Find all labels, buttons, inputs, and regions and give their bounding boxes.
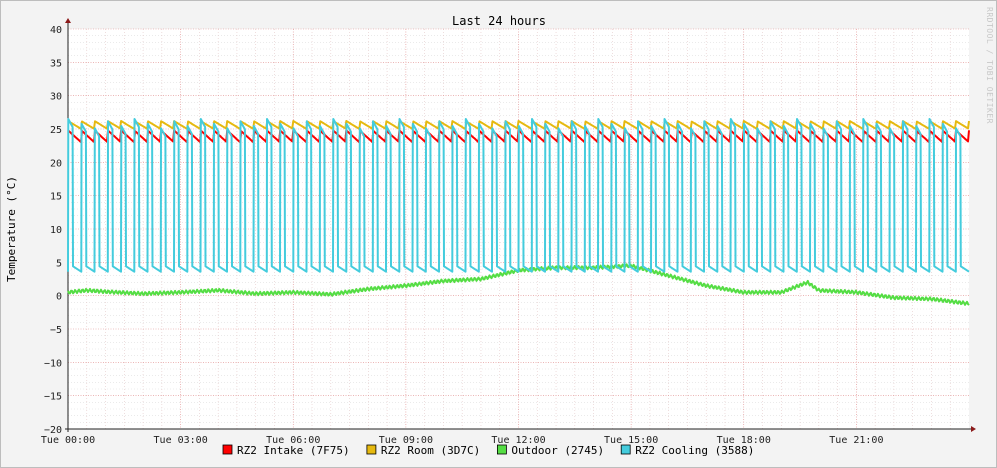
series-line-rz2-cooling-3588 [67,118,970,273]
x-tick-label: Tue 00:00 [41,435,95,446]
x-axis-arrow [971,426,976,432]
y-axis-arrow [65,18,71,23]
y-tick-label: 40 [50,25,62,36]
x-tick-label: Tue 15:00 [604,435,658,446]
x-tick-label: Tue 18:00 [717,435,771,446]
y-tick-label: 10 [50,225,62,236]
legend: RZ2 Intake (7F75) RZ2 Room (3D7C) Outdoor … [222,444,754,457]
x-tick-label: Tue 12:00 [491,435,545,446]
y-tick-label: 30 [50,92,62,103]
legend-swatch [620,444,631,455]
x-tick-label: Tue 03:00 [154,435,208,446]
y-tick-label: 20 [50,158,62,169]
y-tick-label: 15 [50,192,62,203]
y-tick-label: −5 [50,325,62,336]
y-axis-label: Temperature (°C) [5,176,18,282]
legend-label: RZ2 Room (3D7C) [381,444,480,457]
y-tick-label: 25 [50,125,62,136]
y-tick-label: 0 [56,292,62,303]
rrdtool-credit: RRDTOOL / TOBI OETIKER [985,7,994,124]
chart-title: Last 24 hours [452,14,546,28]
x-tick-label: Tue 21:00 [829,435,883,446]
legend-label: RZ2 Cooling (3588) [635,444,754,457]
legend-swatch [366,444,377,455]
y-tick-label: 5 [56,258,62,269]
series-layer [67,118,970,306]
y-tick-label: −10 [44,358,62,369]
legend-label: RZ2 Intake (7F75) [237,444,350,457]
y-tick-label: −20 [44,425,62,436]
legend-swatch [222,444,233,455]
x-tick-label: Tue 09:00 [379,435,433,446]
series-line-rz2-room-3d7c [67,120,970,130]
y-tick-label: 35 [50,58,62,69]
legend-label: Outdoor (2745) [511,444,604,457]
legend-swatch [496,444,507,455]
x-tick-label: Tue 06:00 [266,435,320,446]
y-tick-label: −15 [44,392,62,403]
